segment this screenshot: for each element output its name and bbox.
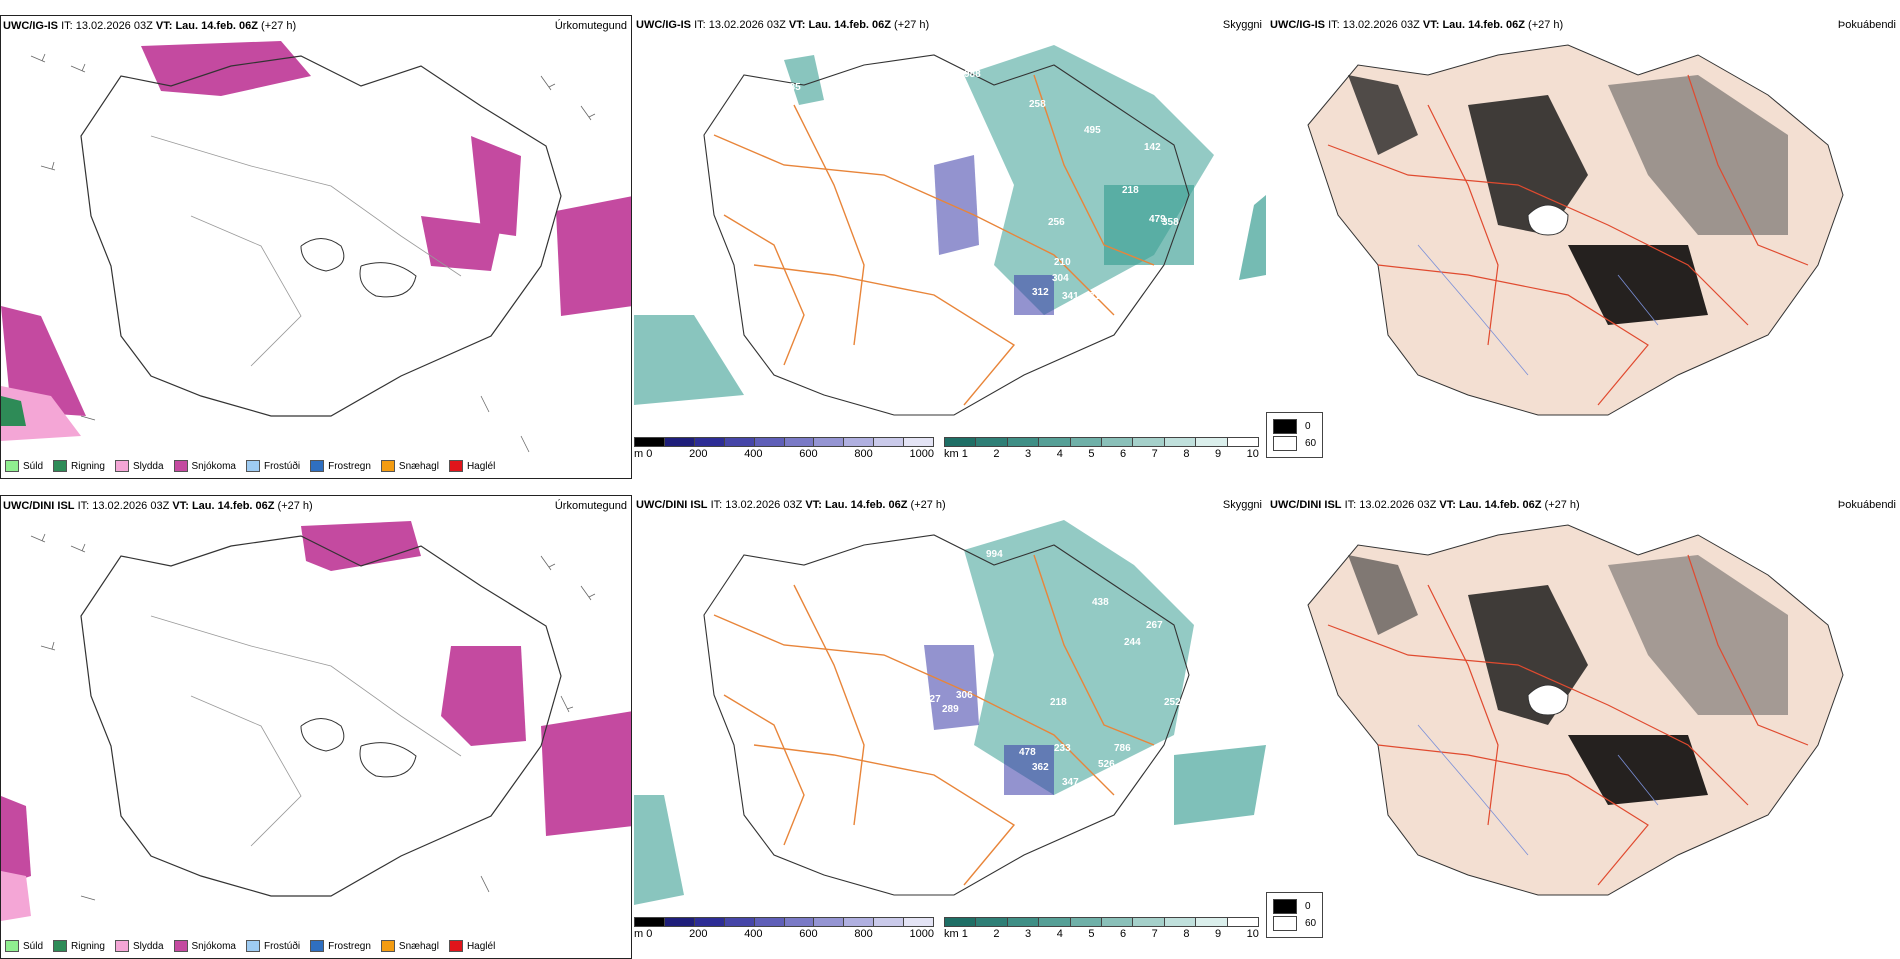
legend-item: Frostregn: [310, 460, 371, 472]
legend-item: Frostregn: [310, 940, 371, 952]
precip-legend: Súld Rigning Slydda Snjókoma Frostúði Fr…: [5, 460, 495, 472]
svg-text:262: 262: [1196, 182, 1213, 193]
panel-title: Úrkomutegund: [554, 500, 627, 512]
wind-barbs: [30, 533, 596, 901]
visibility-panel-top: 988 258 495 142 218 479 358 256 210 304 …: [634, 15, 1266, 479]
fog-map-top: [1307, 44, 1844, 416]
svg-text:306: 306: [956, 690, 973, 701]
precip-legend: Súld Rigning Slydda Snjókoma Frostúði Fr…: [5, 940, 495, 952]
legend-item: Snjókoma: [173, 940, 236, 952]
visibility-panel-bottom: 994 438 267 244 927 289 306 218 478 233 …: [634, 495, 1266, 959]
fog-map-bottom: [1307, 524, 1844, 896]
visibility-map-top: 988 258 495 142 218 479 358 256 210 304 …: [634, 45, 1266, 416]
header-top-precip: UWC/IG-IS IT: 13.02.2026 03Z VT: Lau. 14…: [3, 20, 297, 32]
precip-map-top: [1, 41, 631, 453]
panel-title: Þokuábendi: [1837, 499, 1896, 511]
road-network: [1327, 554, 1809, 886]
svg-text:244: 244: [1124, 637, 1141, 648]
svg-text:304: 304: [1052, 273, 1069, 284]
svg-text:252: 252: [1164, 697, 1181, 708]
iceland-outline: [703, 534, 1190, 896]
svg-text:256: 256: [1048, 217, 1065, 228]
svg-text:285: 285: [784, 82, 801, 93]
svg-text:358: 358: [1162, 217, 1179, 228]
legend-item: Súld: [5, 940, 43, 952]
fog-panel-bottom: UWC/DINI ISL IT: 13.02.2026 03Z VT: Lau.…: [1268, 495, 1900, 959]
ceiling-scale: m 0 200 400 600 800 1000: [634, 437, 934, 460]
svg-text:142: 142: [1144, 142, 1161, 153]
svg-text:927: 927: [924, 694, 941, 705]
svg-text:347: 347: [1062, 777, 1079, 788]
iceland-outline: [80, 55, 562, 417]
svg-text:994: 994: [986, 549, 1003, 560]
svg-text:289: 289: [942, 704, 959, 715]
legend-item: Snæhagl: [380, 940, 439, 952]
ceiling-labels: 988 258 495 142 218 479 358 256 210 304 …: [784, 69, 1213, 302]
header-bottom-visibility: UWC/DINI ISL IT: 13.02.2026 03Z VT: Lau.…: [636, 499, 946, 511]
svg-text:526: 526: [1098, 759, 1115, 770]
svg-text:495: 495: [1084, 125, 1101, 136]
iceland-outline: [80, 535, 562, 897]
road-network: [713, 74, 1155, 406]
legend-item: Snjókoma: [173, 460, 236, 472]
legend-item: Snæhagl: [380, 460, 439, 472]
fog-legend-top: 0 60: [1266, 412, 1324, 458]
legend-item: Frostúði: [245, 940, 300, 952]
precip-type-panel-bottom: UWC/DINI ISL IT: 13.02.2026 03Z VT: Lau.…: [0, 495, 632, 959]
road-network: [713, 554, 1155, 886]
legend-item: Frostúði: [245, 460, 300, 472]
legend-item: Haglél: [448, 940, 495, 952]
legend-item: Slydda: [114, 940, 164, 952]
panel-title: Skyggni: [1222, 499, 1262, 511]
svg-text:218: 218: [1122, 185, 1139, 196]
precip-map-bottom: [1, 521, 631, 921]
svg-text:438: 438: [1092, 597, 1109, 608]
legend-item: Rigning: [53, 940, 105, 952]
fog-panel-top: UWC/IG-IS IT: 13.02.2026 03Z VT: Lau. 14…: [1268, 15, 1900, 479]
svg-text:479: 479: [1149, 214, 1166, 225]
wind-barbs: [30, 53, 604, 453]
svg-text:31: 31: [1089, 291, 1101, 302]
header-bottom-fog: UWC/DINI ISL IT: 13.02.2026 03Z VT: Lau.…: [1270, 499, 1580, 511]
header-bottom-precip: UWC/DINI ISL IT: 13.02.2026 03Z VT: Lau.…: [3, 500, 313, 512]
ceiling-scale: m 0 200 400 600 800 1000: [634, 917, 934, 940]
panel-title: Skyggni: [1222, 19, 1262, 31]
svg-text:786: 786: [1114, 743, 1131, 754]
fog-legend-bottom: 0 60: [1266, 892, 1324, 938]
legend-item: Súld: [5, 460, 43, 472]
svg-text:210: 210: [1054, 257, 1071, 268]
legend-item: Rigning: [53, 460, 105, 472]
panel-title: Úrkomutegund: [554, 20, 627, 32]
svg-text:341: 341: [1062, 291, 1079, 302]
precip-type-panel-top: UWC/IG-IS IT: 13.02.2026 03Z VT: Lau. 14…: [0, 15, 632, 479]
svg-text:362: 362: [1032, 762, 1049, 773]
header-top-visibility: UWC/IG-IS IT: 13.02.2026 03Z VT: Lau. 14…: [636, 19, 930, 31]
legend-item: Haglél: [448, 460, 495, 472]
visibility-map-bottom: 994 438 267 244 927 289 306 218 478 233 …: [634, 520, 1266, 905]
road-network: [1327, 74, 1809, 406]
panel-title: Þokuábendi: [1837, 19, 1896, 31]
iceland-outline: [703, 54, 1190, 416]
header-top-fog: UWC/IG-IS IT: 13.02.2026 03Z VT: Lau. 14…: [1270, 19, 1564, 31]
svg-text:233: 233: [1054, 743, 1071, 754]
ceiling-labels: 994 438 267 244 927 289 306 218 478 233 …: [924, 549, 1181, 788]
svg-text:312: 312: [1032, 287, 1049, 298]
svg-text:218: 218: [1050, 697, 1067, 708]
svg-text:267: 267: [1146, 620, 1163, 631]
svg-text:258: 258: [1029, 99, 1046, 110]
legend-item: Slydda: [114, 460, 164, 472]
svg-text:988: 988: [964, 69, 981, 80]
svg-text:478: 478: [1019, 747, 1036, 758]
